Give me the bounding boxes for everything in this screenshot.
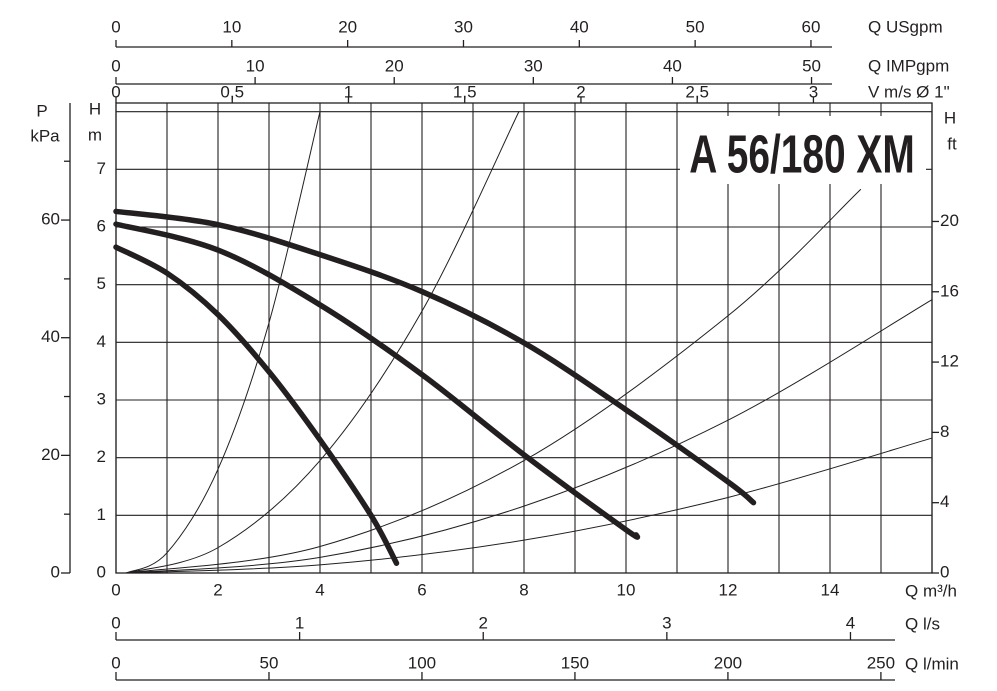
bottom-tick-label: 200 — [714, 653, 742, 672]
chart-title: A 56/180 XM — [689, 123, 914, 184]
pump-curve — [113, 208, 757, 506]
bottom-tick-label: 100 — [408, 653, 436, 672]
system-curve — [125, 437, 933, 574]
bottom-axis-label: Q l/s — [905, 614, 940, 633]
top-tick-label: 2,5 — [685, 82, 709, 101]
system-curve — [125, 111, 321, 574]
top-tick-label: 20 — [338, 17, 357, 36]
top-tick-label: 0 — [111, 17, 120, 36]
top-tick-label: 30 — [524, 56, 543, 75]
x-tick-label: 14 — [821, 580, 840, 599]
y-tick-label: 3 — [97, 389, 106, 408]
top-tick-label: 30 — [454, 17, 473, 36]
right-tick-label: 20 — [940, 211, 959, 230]
y-tick-label: 0 — [97, 562, 106, 581]
plot-frame — [115, 102, 933, 574]
system-curve — [125, 189, 862, 574]
top-tick-label: 50 — [802, 56, 821, 75]
left-axis-label: P — [36, 101, 47, 120]
top-axis-label: Q USgpm — [868, 17, 943, 36]
x-tick-label: 10 — [617, 580, 636, 599]
left-tick-label: 60 — [41, 210, 60, 229]
top-tick-label: 60 — [802, 17, 821, 36]
right-axis-label: H — [944, 108, 956, 127]
top-axis-label: Q IMPgpm — [868, 56, 949, 75]
top-tick-label: 1,5 — [453, 82, 477, 101]
right-tick-label: 12 — [940, 352, 959, 371]
y-tick-label: 1 — [97, 505, 106, 524]
top-tick-label: 0,5 — [220, 82, 244, 101]
right-tick-label: 4 — [940, 492, 949, 511]
system-curve — [125, 111, 520, 574]
bottom-tick-label: 1 — [295, 613, 304, 632]
y-tick-label: 5 — [97, 274, 106, 293]
x-tick-label: 6 — [417, 580, 426, 599]
right-tick-label: 0 — [940, 562, 949, 581]
top-tick-label: 0 — [111, 82, 120, 101]
title-box — [680, 116, 926, 184]
bottom-tick-label: 0 — [111, 613, 120, 632]
y-tick-label: 6 — [97, 216, 106, 235]
x-tick-label: 2 — [213, 580, 222, 599]
pump-curve — [113, 244, 400, 566]
pump-curve — [113, 221, 641, 540]
bottom-tick-label: 2 — [479, 613, 488, 632]
y-axis-unit: m — [88, 125, 102, 144]
x-axis-label: Q m³/h — [905, 581, 957, 600]
y-tick-label: 2 — [97, 447, 106, 466]
right-tick-label: 8 — [940, 422, 949, 441]
bottom-axis-label: Q l/min — [905, 654, 959, 673]
top-tick-label: 1 — [344, 82, 353, 101]
bottom-tick-label: 50 — [260, 653, 279, 672]
left-tick-label: 0 — [51, 562, 60, 581]
top-tick-label: 0 — [111, 56, 120, 75]
bottom-tick-label: 3 — [662, 613, 671, 632]
top-tick-label: 3 — [809, 82, 818, 101]
top-tick-label: 10 — [246, 56, 265, 75]
x-tick-label: 12 — [719, 580, 738, 599]
left-axis-unit: kPa — [30, 126, 60, 145]
bottom-tick-label: 150 — [561, 653, 589, 672]
left-tick-label: 20 — [41, 445, 60, 464]
y-tick-label: 7 — [97, 159, 106, 178]
top-axis-label: V m/s Ø 1" — [868, 82, 950, 101]
top-tick-label: 50 — [686, 17, 705, 36]
system-curve — [125, 299, 933, 574]
left-tick-label: 40 — [41, 327, 60, 346]
bottom-tick-label: 4 — [846, 613, 855, 632]
top-tick-label: 40 — [570, 17, 589, 36]
top-tick-label: 40 — [663, 56, 682, 75]
bottom-tick-label: 0 — [111, 653, 120, 672]
bottom-tick-label: 250 — [867, 653, 895, 672]
y-axis-label: H — [89, 99, 101, 118]
x-tick-label: 0 — [111, 580, 120, 599]
x-tick-label: 8 — [519, 580, 528, 599]
top-tick-label: 20 — [385, 56, 404, 75]
right-tick-label: 16 — [940, 281, 959, 300]
top-tick-label: 2 — [576, 82, 585, 101]
y-tick-label: 4 — [97, 332, 106, 351]
top-tick-label: 10 — [222, 17, 241, 36]
right-axis-unit: ft — [947, 134, 957, 153]
x-tick-label: 4 — [315, 580, 324, 599]
